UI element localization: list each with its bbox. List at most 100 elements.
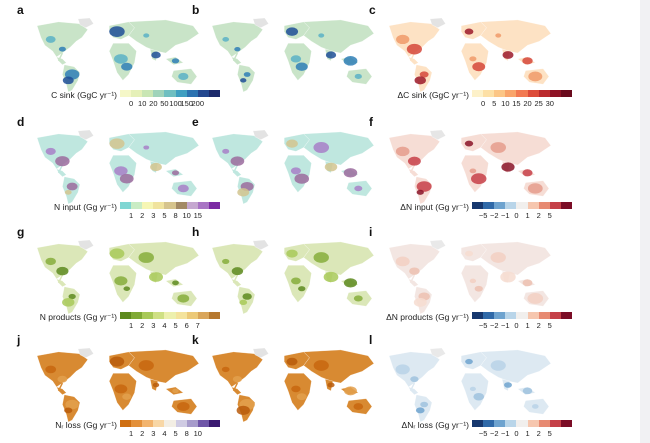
colorbar-tick: 8 bbox=[173, 211, 178, 220]
panel-e: e bbox=[180, 112, 395, 220]
colorbar-swatch bbox=[153, 312, 165, 319]
colorbar-tick: 10 bbox=[182, 211, 191, 220]
colorbar-swatch bbox=[472, 420, 484, 427]
colorbar-tick: 2 bbox=[140, 211, 145, 220]
colorbar-swatch bbox=[186, 90, 198, 97]
colorbar-swatch bbox=[164, 312, 176, 319]
colorbar-tick: −5 bbox=[478, 321, 488, 330]
colorbar-swatch bbox=[120, 420, 132, 427]
world-map-k bbox=[211, 347, 375, 423]
colorbar-swatch bbox=[538, 90, 550, 97]
colorbar-swatch bbox=[516, 90, 528, 97]
colorbar-swatch bbox=[483, 202, 495, 209]
colorbar-ticks-i: −5 −2 −1 0 1 2 5 bbox=[472, 321, 572, 331]
colorbar-swatch bbox=[164, 420, 176, 427]
colorbar-swatch bbox=[142, 312, 154, 319]
colorbar-tick: 10 bbox=[501, 99, 510, 108]
colorbar-tick: 10 bbox=[138, 99, 147, 108]
colorbar-swatch bbox=[153, 420, 165, 427]
colorbar-tick: 30 bbox=[545, 99, 554, 108]
colorbar-tick: 50 bbox=[160, 99, 169, 108]
colorbar-title-a: C sink (GgC yr⁻¹) bbox=[51, 90, 117, 100]
panel-d: d N input (Gg yr⁻¹) 1 2 3 5 8 10 15 bbox=[5, 112, 220, 220]
colorbar-tick: 150 bbox=[180, 99, 193, 108]
panel-label-b: b bbox=[192, 3, 200, 17]
world-map-j bbox=[36, 347, 200, 423]
colorbar-tick: 2 bbox=[140, 321, 145, 330]
panel-j: j Nᵣ loss (Gg yr⁻¹) 1 2 3 4 5 8 10 bbox=[5, 330, 220, 438]
colorbar-swatch bbox=[120, 202, 132, 209]
panel-label-a: a bbox=[17, 3, 24, 17]
colorbar-swatch bbox=[164, 90, 176, 97]
world-map-d bbox=[36, 129, 200, 205]
colorbar-tick: 5 bbox=[547, 211, 552, 220]
colorbar-tick: 4 bbox=[162, 321, 167, 330]
colorbar-title-j: Nᵣ loss (Gg yr⁻¹) bbox=[55, 420, 117, 430]
colorbar-swatch bbox=[142, 420, 154, 427]
colorbar-tick: 1 bbox=[525, 429, 530, 438]
colorbar-ticks-d: 1 2 3 5 8 10 15 bbox=[120, 211, 220, 221]
colorbar-ticks-c: 0 5 10 15 20 25 30 bbox=[472, 99, 572, 109]
panel-label-d: d bbox=[17, 115, 25, 129]
colorbar-ticks-j: 1 2 3 4 5 8 10 bbox=[120, 429, 220, 439]
colorbar-tick: 15 bbox=[193, 211, 202, 220]
colorbar-i bbox=[472, 312, 572, 319]
world-map-f bbox=[388, 129, 552, 205]
panel-label-j: j bbox=[17, 333, 21, 347]
colorbar-tick: 3 bbox=[151, 429, 156, 438]
colorbar-swatch bbox=[538, 420, 550, 427]
colorbar-tick: 3 bbox=[151, 211, 156, 220]
colorbar-tick: 5 bbox=[173, 429, 178, 438]
colorbar-swatch bbox=[560, 90, 572, 97]
colorbar-swatch bbox=[175, 312, 187, 319]
panel-label-g: g bbox=[17, 225, 25, 239]
panel-label-c: c bbox=[369, 3, 376, 17]
panel-c: c ΔC sink (GgC yr⁻¹) 0 5 10 15 20 25 30 bbox=[357, 0, 572, 108]
colorbar-tick: 5 bbox=[547, 321, 552, 330]
colorbar-swatch bbox=[505, 312, 517, 319]
colorbar-swatch bbox=[186, 312, 198, 319]
colorbar-tick: 4 bbox=[162, 429, 167, 438]
colorbar-tick: 5 bbox=[547, 429, 552, 438]
colorbar-j bbox=[120, 420, 220, 427]
colorbar-tick: −1 bbox=[501, 429, 510, 438]
colorbar-swatch bbox=[483, 420, 495, 427]
colorbar-title-f: ΔN input (Gg yr⁻¹) bbox=[400, 202, 469, 212]
colorbar-tick: 2 bbox=[536, 429, 541, 438]
colorbar-tick: 0 bbox=[129, 99, 134, 108]
panel-l: l ΔNᵣ loss (Gg yr⁻¹) −5 −2 −1 0 1 2 5 bbox=[357, 330, 572, 438]
colorbar-tick: 5 bbox=[492, 99, 497, 108]
colorbar-title-i: ΔN products (Gg yr⁻¹) bbox=[386, 312, 469, 322]
colorbar-swatch bbox=[560, 420, 572, 427]
panel-a: a C sink (GgC yr⁻¹) 0 10 20 50 100 150 200 bbox=[5, 0, 220, 108]
colorbar-ticks-l: −5 −2 −1 0 1 2 5 bbox=[472, 429, 572, 439]
world-map-h bbox=[211, 239, 375, 315]
world-map-g bbox=[36, 239, 200, 315]
colorbar-tick: 1 bbox=[525, 321, 530, 330]
colorbar-title-g: N products (Gg yr⁻¹) bbox=[39, 312, 117, 322]
colorbar-tick: 8 bbox=[184, 429, 189, 438]
colorbar-swatch bbox=[120, 90, 132, 97]
colorbar-swatch bbox=[175, 90, 187, 97]
colorbar-tick: −2 bbox=[489, 211, 499, 220]
colorbar-swatch bbox=[208, 312, 220, 319]
colorbar-tick: −5 bbox=[478, 211, 488, 220]
colorbar-ticks-a: 0 10 20 50 100 150 200 bbox=[120, 99, 220, 109]
panel-label-e: e bbox=[192, 115, 199, 129]
colorbar-swatch bbox=[197, 420, 209, 427]
panel-h: h bbox=[180, 222, 395, 330]
colorbar-tick: 0 bbox=[514, 211, 519, 220]
colorbar-tick: 1 bbox=[129, 211, 134, 220]
colorbar-tick: 2 bbox=[140, 429, 145, 438]
colorbar-tick: 15 bbox=[512, 99, 521, 108]
colorbar-ticks-f: −5 −2 −1 0 1 2 5 bbox=[472, 211, 572, 221]
colorbar-tick: −5 bbox=[478, 429, 488, 438]
panel-label-h: h bbox=[192, 225, 200, 239]
colorbar-swatch bbox=[505, 202, 517, 209]
colorbar-swatch bbox=[208, 420, 220, 427]
colorbar-tick: 3 bbox=[151, 321, 156, 330]
colorbar-tick: 1 bbox=[525, 211, 530, 220]
colorbar-a bbox=[120, 90, 220, 97]
colorbar-tick: 1 bbox=[129, 429, 134, 438]
colorbar-swatch bbox=[164, 202, 176, 209]
